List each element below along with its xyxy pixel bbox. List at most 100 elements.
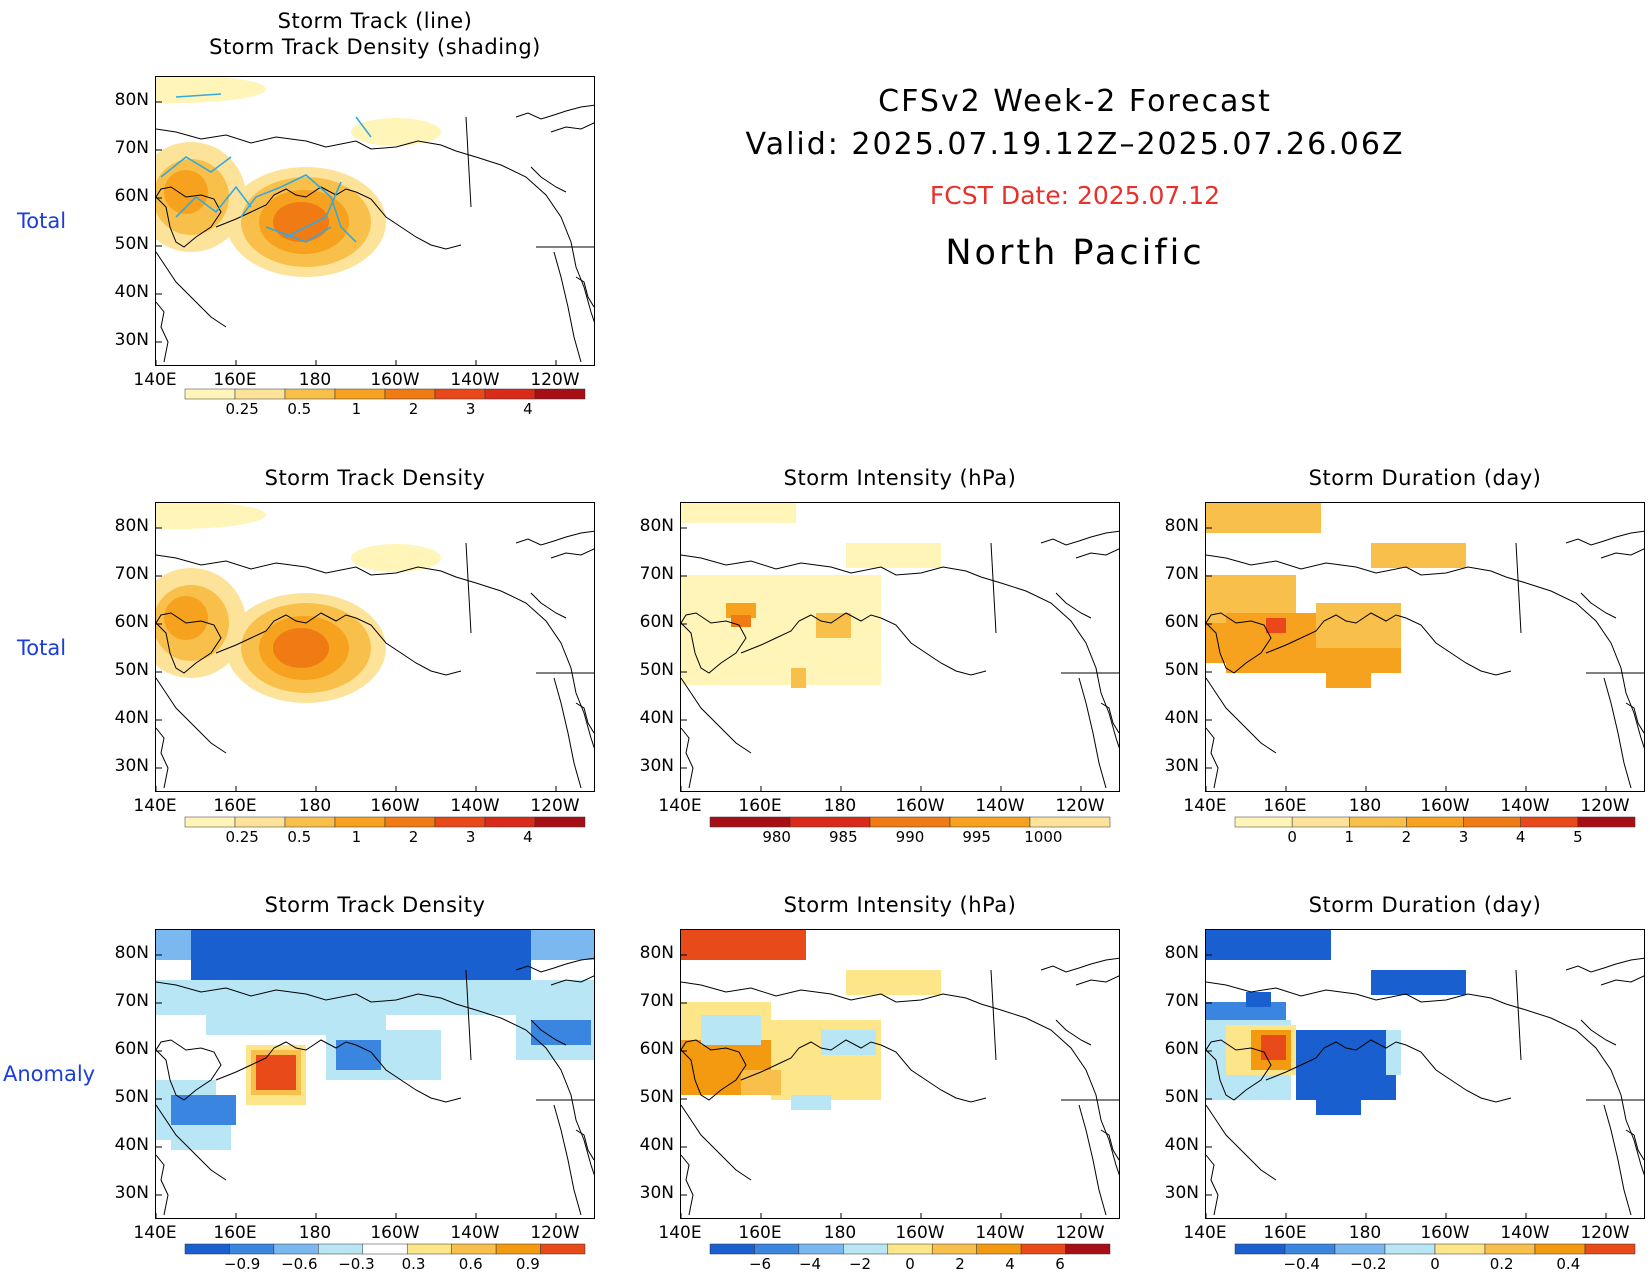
density-shading-1	[351, 544, 441, 572]
lon-label: 140E	[133, 370, 177, 390]
coastline-1	[681, 1039, 747, 1101]
lon-label: 180	[823, 1223, 857, 1243]
lon-label: 180	[823, 796, 857, 816]
colorbar-swatch-2	[284, 816, 336, 828]
coastline-7	[1580, 1019, 1617, 1046]
colorbar-swatch-2	[1334, 1243, 1386, 1255]
lon-label: 120W	[1055, 1223, 1105, 1243]
grid-cell-1	[846, 970, 941, 995]
map-p6	[680, 929, 1120, 1219]
coastline-5	[156, 677, 227, 754]
coastline-2	[1265, 1039, 1407, 1081]
coastline-4	[465, 542, 472, 634]
coastline-12	[553, 677, 582, 789]
colorbar-p3	[709, 816, 1111, 828]
main-title-line1: CFSv2 Week-2 Forecast	[878, 84, 1272, 119]
colorbar-label: 2	[955, 1255, 965, 1273]
density-shading-1	[351, 118, 441, 146]
lon-label: 140W	[975, 1223, 1025, 1243]
coastline-9	[550, 975, 594, 986]
storm-track-line-4	[285, 181, 342, 238]
coastline-0	[1206, 981, 1644, 1176]
coastline-3	[880, 1044, 987, 1103]
coastline-3	[355, 617, 462, 676]
grid-cell-0	[1206, 503, 1321, 533]
colorbar-swatch-7	[1020, 1243, 1066, 1255]
lon-label: 160E	[1263, 1223, 1307, 1243]
colorbar-label: 990	[895, 828, 925, 846]
lon-label: 180	[1348, 1223, 1382, 1243]
coastline-1	[156, 186, 222, 248]
colorbar-swatch-1	[754, 1243, 800, 1255]
coastline-12	[1078, 677, 1107, 789]
colorbar-label: −2	[848, 1255, 872, 1273]
colorbar-label: −6	[748, 1255, 772, 1273]
colorbar-label: −0.3	[338, 1255, 375, 1273]
grid-cell-9	[1316, 1095, 1361, 1115]
colorbar-label: −0.4	[1283, 1255, 1320, 1273]
density-shading-0	[156, 77, 266, 103]
density-shading-4	[164, 170, 208, 214]
coastline-2	[215, 612, 357, 654]
colorbar-swatch-3	[949, 816, 1031, 828]
storm-track-line-2	[175, 185, 252, 218]
colorbar-swatch-7	[534, 388, 586, 400]
lat-label: 70N	[639, 564, 674, 584]
lat-label: 50N	[1164, 1087, 1199, 1107]
coastline-0	[681, 981, 1119, 1176]
coastline-2	[740, 612, 882, 654]
lon-label: 160W	[370, 1223, 420, 1243]
lon-label: 140W	[1500, 1223, 1550, 1243]
grid-cell-6	[1266, 618, 1286, 633]
grid-cell-1	[1371, 970, 1466, 995]
colorbar-label: 980	[762, 828, 791, 846]
lon-label: 180	[298, 1223, 332, 1243]
colorbar-swatch-3	[1406, 816, 1464, 828]
colorbar-label: 2	[408, 400, 419, 418]
lat-label: 50N	[639, 1087, 674, 1107]
coastline-8	[1040, 957, 1119, 973]
coastline-2	[215, 186, 357, 228]
grid-cell-7	[791, 1095, 831, 1110]
colorbar-label: 3	[465, 400, 476, 418]
coastline-1	[156, 612, 222, 674]
lat-label: 40N	[639, 1135, 674, 1155]
coastline-3	[355, 191, 462, 250]
colorbar-label: 0	[905, 1255, 915, 1273]
colorbar-swatch-0	[709, 816, 791, 828]
coastline-4	[990, 969, 997, 1061]
colorbar-label: 0.9	[515, 1255, 540, 1273]
coastline-10	[156, 1154, 169, 1216]
lat-label: 40N	[1164, 1135, 1199, 1155]
coastline-11	[575, 1129, 594, 1161]
coastline-5	[681, 1104, 752, 1181]
lon-label: 140E	[1183, 1223, 1227, 1243]
colorbar-swatch-0	[184, 816, 236, 828]
lon-label: 160E	[738, 1223, 782, 1243]
coastline-12	[553, 251, 582, 363]
colorbar-label: 5	[1573, 828, 1583, 846]
coastline-1	[1206, 612, 1272, 674]
colorbar-label: 0.6	[458, 1255, 483, 1273]
grid-cell-0	[1206, 930, 1331, 960]
lat-label: 60N	[114, 186, 149, 206]
colorbar-label: 0.25	[225, 828, 259, 846]
lat-label: 70N	[1164, 564, 1199, 584]
storm-track-line-6	[265, 226, 332, 243]
lat-label: 40N	[114, 282, 149, 302]
lat-label: 70N	[114, 991, 149, 1011]
colorbar-label: 0.5	[287, 828, 312, 846]
coastline-5	[1206, 677, 1277, 754]
colorbar-label: 0.4	[1556, 1255, 1581, 1273]
density-shading-4	[164, 596, 208, 640]
lat-label: 30N	[639, 756, 674, 776]
colorbar-label: 4	[523, 400, 533, 418]
map-canvas	[1206, 930, 1644, 1218]
colorbar-swatch-6	[484, 388, 536, 400]
grid-cell-0	[681, 503, 796, 523]
coastline-10	[1206, 727, 1219, 789]
row-label-3: Anomaly	[3, 1062, 96, 1086]
coastline-9	[1075, 548, 1119, 559]
lat-label: 30N	[114, 756, 149, 776]
coastline-7	[1055, 1019, 1092, 1046]
